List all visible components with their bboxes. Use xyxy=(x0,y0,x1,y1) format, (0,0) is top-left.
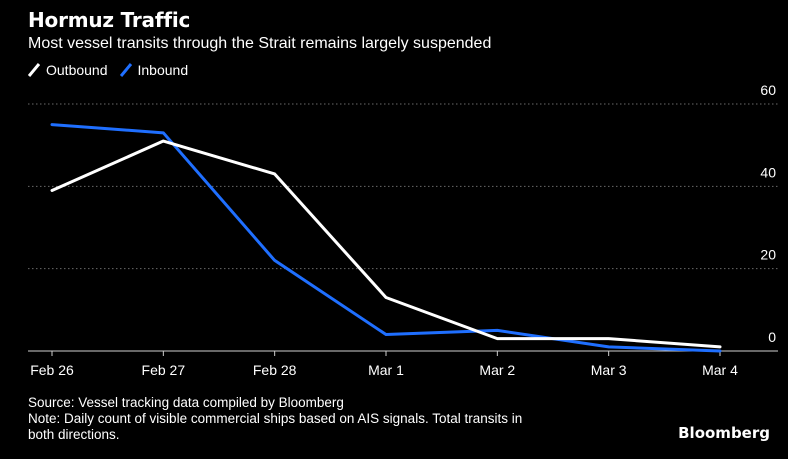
series-line-inbound xyxy=(50,123,722,353)
line-chart: 0 20 40 60 Feb 26 Feb 27 Feb 28 Mar 1 Mar 2 Mar 3… xyxy=(28,82,778,378)
chart-subtitle: Most vessel transits through the Strait … xyxy=(28,35,492,52)
x-tick-label-0: Feb 26 xyxy=(30,362,74,378)
y-tick-label-60: 60 xyxy=(760,82,776,98)
y-tick-label-40: 40 xyxy=(760,164,776,180)
chart-title: Hormuz Traffic xyxy=(28,8,191,32)
x-tick-label-4: Mar 2 xyxy=(479,362,515,378)
legend-swatch-inbound xyxy=(119,63,132,77)
x-tick-label-2: Feb 28 xyxy=(253,362,297,378)
x-tick-label-6: Mar 4 xyxy=(702,362,738,378)
chart-footer: Source: Vessel tracking data compiled by… xyxy=(28,395,522,443)
legend-item-outbound: Outbound xyxy=(28,62,108,78)
series-line-outbound xyxy=(50,139,722,349)
legend-item-inbound: Inbound xyxy=(119,62,189,78)
legend-swatch-outbound xyxy=(28,63,40,77)
legend: Outbound Inbound xyxy=(28,62,200,78)
legend-label-outbound: Outbound xyxy=(46,62,108,78)
x-tick-label-3: Mar 1 xyxy=(368,362,404,378)
bloomberg-logo-text: Bloomberg xyxy=(678,424,770,442)
y-tick-label-0: 0 xyxy=(768,329,776,345)
x-tick-label-1: Feb 27 xyxy=(142,362,186,378)
y-tick-label-20: 20 xyxy=(760,247,776,263)
note-text-line2: both directions. xyxy=(28,427,120,442)
note-text-line1: Note: Daily count of visible commercial … xyxy=(28,411,523,426)
x-tick-label-5: Mar 3 xyxy=(591,362,627,378)
source-text: Source: Vessel tracking data compiled by… xyxy=(28,395,344,410)
legend-label-inbound: Inbound xyxy=(137,62,189,78)
